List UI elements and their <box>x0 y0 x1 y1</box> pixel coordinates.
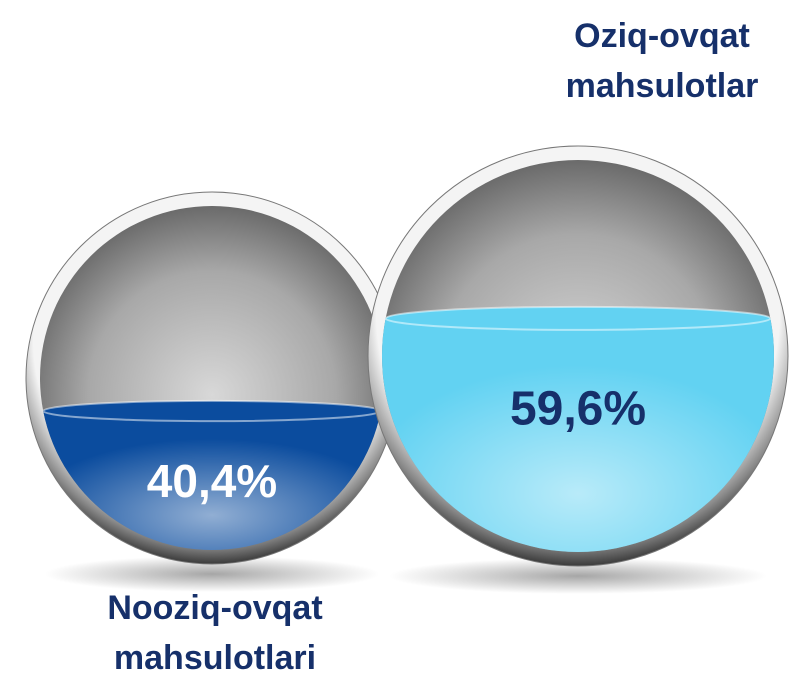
sphere-shadow <box>44 556 380 592</box>
category-label: Nooziq-ovqat mahsulotlari <box>107 589 322 675</box>
value-label: 40,4% <box>147 455 277 507</box>
liquid-surface <box>42 399 382 423</box>
liquid-surface <box>384 305 772 331</box>
value-label: 59,6% <box>510 383 646 436</box>
sphere-shadow <box>389 558 767 594</box>
category-label: Oziq-ovqat mahsulotlar <box>566 17 759 105</box>
